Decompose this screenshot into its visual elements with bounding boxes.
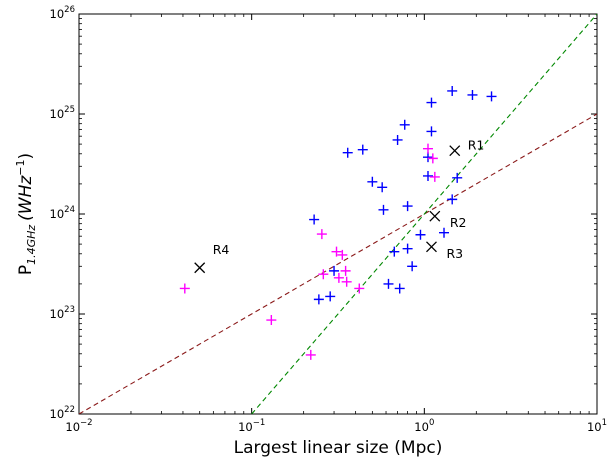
y-tick-label-exp: 25	[64, 105, 75, 115]
data-point	[426, 97, 437, 108]
annotated-point	[426, 241, 437, 253]
data-point	[447, 194, 458, 205]
x-tick-label-base: 10	[414, 420, 429, 434]
y-axis-label-sub: 1.4GHz	[25, 225, 38, 265]
plot-frame	[78, 13, 598, 415]
x-tick-labels: 10−2 10−1 100 101	[65, 418, 607, 434]
y-axis-label-close: )	[16, 153, 36, 160]
y-tick-label-base: 10	[50, 307, 65, 321]
data-point	[325, 291, 336, 302]
dashed-fit-line	[251, 14, 597, 414]
annotated-point	[449, 145, 461, 157]
data-point	[422, 152, 433, 163]
major-ticks	[78, 13, 598, 415]
y-axis-label-main: P	[16, 265, 36, 275]
data-point	[447, 85, 458, 96]
data-point	[407, 261, 418, 272]
data-point	[357, 144, 368, 155]
x-tick-label-exp: −1	[253, 418, 266, 428]
data-point	[331, 246, 342, 257]
data-point	[467, 89, 478, 100]
y-tick-label: 1024	[50, 205, 75, 221]
y-tick-label-exp: 26	[64, 5, 75, 15]
x-tick-label: 100	[414, 418, 434, 434]
data-point	[415, 229, 426, 240]
x-axis-label: Largest linear size (Mpc)	[234, 438, 443, 458]
data-point	[486, 91, 497, 102]
y-tick-label: 1025	[50, 105, 75, 121]
data-point	[427, 153, 438, 164]
y-tick-label: 1026	[50, 5, 75, 21]
y-axis-label: P1.4GHz (WHz−1)	[14, 153, 38, 275]
data-point	[309, 214, 320, 225]
data-point	[394, 283, 405, 294]
data-point	[354, 283, 365, 294]
data-point	[402, 201, 413, 212]
y-tick-label-exp: 23	[64, 305, 75, 315]
x-tick-label-exp: 0	[429, 418, 434, 428]
data-point	[340, 265, 351, 276]
annotation-label: R3	[446, 246, 463, 261]
data-point	[316, 229, 327, 240]
y-tick-label-base: 10	[50, 107, 65, 121]
x-tick-label-base: 10	[587, 420, 602, 434]
data-points	[179, 85, 497, 360]
data-point	[392, 134, 403, 145]
annotated-point	[194, 262, 206, 274]
y-tick-label-base: 10	[50, 407, 65, 421]
data-point	[422, 170, 433, 181]
data-point	[266, 315, 277, 326]
data-point	[402, 243, 413, 254]
x-tick-label-base: 10	[238, 420, 253, 434]
y-tick-label-base: 10	[50, 7, 65, 21]
x-tick-label-exp: −2	[80, 418, 93, 428]
y-tick-label-exp: 24	[64, 205, 75, 215]
data-point	[367, 176, 378, 187]
dashed-fit-line	[79, 113, 597, 414]
annotations: R1 R2 R3 R4	[194, 138, 485, 274]
y-tick-label: 1023	[50, 305, 75, 321]
data-point	[378, 204, 389, 215]
annotation-label: R1	[468, 138, 485, 153]
data-point	[341, 276, 352, 287]
data-point	[179, 283, 190, 294]
annotation-label: R4	[213, 242, 230, 257]
data-point	[422, 143, 433, 154]
data-point	[429, 171, 440, 182]
x-tick-label: 10−2	[65, 418, 92, 434]
data-point	[313, 294, 324, 305]
y-tick-label-exp: 22	[64, 405, 75, 415]
x-tick-label: 10−1	[238, 418, 265, 434]
data-point	[399, 119, 410, 130]
data-point	[337, 249, 348, 260]
data-point	[377, 182, 388, 193]
data-point	[305, 349, 316, 360]
data-point	[318, 269, 329, 280]
data-point	[452, 172, 463, 183]
data-point	[333, 272, 344, 283]
y-tick-label-base: 10	[50, 207, 65, 221]
data-point	[383, 278, 394, 289]
x-tick-label-base: 10	[65, 420, 80, 434]
y-axis-label-unit: (WHz	[16, 175, 36, 221]
x-tick-label-exp: 1	[602, 418, 607, 428]
data-point	[389, 246, 400, 257]
y-axis-label-exp: −1	[14, 159, 27, 175]
annotated-point	[429, 210, 441, 222]
minor-ticks	[79, 14, 597, 414]
fit-lines	[79, 14, 597, 414]
annotation-label: R2	[450, 215, 467, 230]
y-tick-label: 1022	[50, 405, 75, 421]
data-point	[439, 227, 450, 238]
data-point	[329, 265, 340, 276]
data-point	[426, 126, 437, 137]
data-point	[342, 147, 353, 158]
x-tick-label: 101	[587, 418, 607, 434]
